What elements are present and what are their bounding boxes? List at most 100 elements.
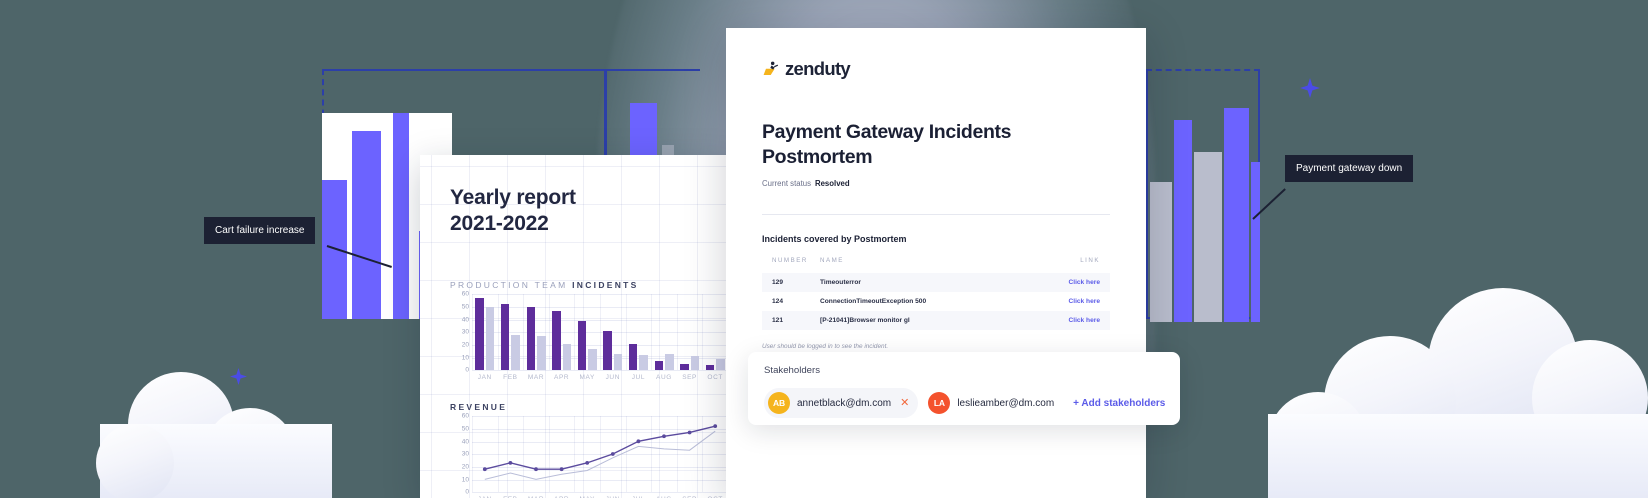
- zenduty-logo[interactable]: zenduty: [762, 58, 1110, 80]
- incidents-section-title: Incidents covered by Postmortem: [762, 233, 907, 244]
- incidents-table: NUMBER NAME LINK 129 Timeouterror Click …: [762, 257, 1110, 330]
- bar: [500, 304, 510, 371]
- stakeholder-email: leslieamber@dm.com: [957, 397, 1055, 409]
- bar: [537, 336, 546, 371]
- bar: [665, 353, 674, 371]
- x-tick-label: JUL: [631, 374, 646, 382]
- gridline-vertical: [523, 416, 525, 493]
- gridline-vertical: [548, 294, 550, 371]
- gridline-vertical: [472, 416, 473, 493]
- gridline: [472, 294, 728, 296]
- x-tick-label: OCT: [707, 496, 723, 498]
- column-header-number: NUMBER: [772, 256, 808, 264]
- gridline-vertical: [574, 416, 576, 493]
- incident-link[interactable]: Click here: [1068, 316, 1100, 324]
- stakeholder-email: annetblack@dm.com: [797, 397, 892, 409]
- bar: [680, 363, 689, 371]
- payment-gateway-tooltip: Payment gateway down: [1285, 155, 1414, 182]
- y-tick-label: 20: [461, 341, 469, 349]
- cloud-right: [1268, 288, 1648, 498]
- x-tick-label: JAN: [478, 496, 492, 498]
- x-tick-label: APR: [554, 496, 569, 498]
- incidents-bar-chart: 0 10 20 30 40 50 60 JAN FEB MAR APR MAY JUN JUL AUG SE…: [462, 291, 728, 381]
- gridline: [472, 466, 728, 468]
- gridline-vertical: [625, 294, 627, 371]
- bar: [705, 365, 715, 371]
- column-header-name: NAME: [820, 256, 844, 264]
- gridline-vertical: [497, 294, 499, 371]
- close-icon[interactable]: ✕: [900, 396, 910, 409]
- incident-name: ConnectionTimeoutException 500: [820, 297, 927, 305]
- gridline: [472, 370, 728, 372]
- bar: [562, 343, 572, 371]
- x-tick-label: JUN: [605, 374, 621, 382]
- gridline: [472, 454, 728, 456]
- incidents-label-prefix: PRODUCTION TEAM: [450, 280, 573, 291]
- incident-link[interactable]: Click here: [1068, 278, 1100, 286]
- line-chart-y-axis: 0 10 20 30 40 50 60: [451, 412, 469, 496]
- incidents-label-strong: INCIDENTS: [572, 280, 639, 291]
- revenue-line-chart: 0 10 20 30 40 50 60 JAN FEB MAR APR MAY JUN JUL AUG SE…: [462, 413, 728, 498]
- gridline: [472, 441, 728, 443]
- column-header-link: LINK: [1080, 256, 1100, 264]
- incident-link-cell[interactable]: Click here: [1028, 311, 1110, 330]
- bar: [485, 306, 495, 371]
- incident-name: Timeouterror: [820, 278, 861, 286]
- yearly-report-card: Yearly report 2021-2022 PRODUCTION TEAM …: [420, 155, 738, 498]
- y-tick-label: 20: [461, 463, 469, 471]
- incident-link-cell[interactable]: Click here: [1028, 273, 1110, 292]
- gridline-vertical: [600, 294, 601, 371]
- x-tick-label: JUL: [632, 496, 645, 498]
- incident-number: 129: [772, 278, 784, 286]
- x-tick-label: AUG: [656, 496, 672, 498]
- cloud-left: [96, 372, 332, 498]
- gridline-vertical: [702, 294, 704, 371]
- bar: [475, 298, 484, 371]
- y-tick-label: 30: [461, 328, 469, 336]
- gridline: [472, 492, 728, 494]
- incident-link[interactable]: Click here: [1068, 297, 1100, 305]
- x-tick-label: FEB: [503, 496, 517, 498]
- table-row[interactable]: 124 ConnectionTimeoutException 500 Click…: [762, 292, 1110, 311]
- decorative-bars-right: [1146, 108, 1260, 322]
- postmortem-status: Current status Resolved: [762, 179, 1110, 188]
- bar-chart-y-axis: 0 10 20 30 40 50 60: [451, 290, 469, 374]
- status-label: Current status: [762, 178, 811, 188]
- stakeholders-panel: Stakeholders AB annetblack@dm.com ✕ LA l…: [748, 352, 1180, 425]
- gridline-vertical: [600, 416, 601, 493]
- stakeholders-list: AB annetblack@dm.com ✕ LA leslieamber@dm…: [764, 388, 1166, 418]
- gridline-vertical: [676, 294, 678, 371]
- divider: [762, 213, 1110, 215]
- table-row[interactable]: 129 Timeouterror Click here: [762, 272, 1110, 292]
- incidents-chart-label: PRODUCTION TEAM INCIDENTS: [450, 280, 738, 290]
- gridline-vertical: [651, 294, 653, 371]
- x-tick-label: MAY: [579, 374, 595, 382]
- bar: [577, 320, 587, 371]
- table-header-row: NUMBER NAME LINK: [762, 257, 1110, 273]
- yearly-report-title-line1: Yearly report: [450, 186, 576, 209]
- table-row[interactable]: 121 [P-21041]Browser monitor gl Click he…: [762, 310, 1110, 330]
- y-tick-label: 10: [461, 476, 469, 484]
- incident-link-cell[interactable]: Click here: [1028, 292, 1110, 311]
- bar: [603, 330, 612, 371]
- sparkle-icon-1: [1300, 78, 1320, 98]
- revenue-label: REVENUE: [450, 402, 508, 413]
- login-note: User should be logged in to see the inci…: [762, 342, 889, 350]
- incident-name: [P-21041]Browser monitor gl: [820, 316, 910, 324]
- gridline-vertical: [497, 416, 499, 493]
- y-tick-label: 10: [461, 354, 469, 362]
- y-tick-label: 60: [461, 412, 469, 420]
- stakeholder-chip[interactable]: LA leslieamber@dm.com: [928, 388, 1063, 418]
- gridline-vertical: [702, 416, 704, 493]
- x-tick-label: OCT: [707, 374, 723, 382]
- bar: [511, 334, 520, 371]
- postmortem-title: Payment Gateway Incidents Postmortem: [762, 121, 1012, 168]
- avatar: AB: [768, 392, 790, 414]
- x-tick-label: JUN: [606, 496, 620, 498]
- y-tick-label: 60: [461, 290, 469, 298]
- stakeholder-chip[interactable]: AB annetblack@dm.com ✕: [764, 388, 919, 418]
- add-stakeholders-button[interactable]: + Add stakeholders: [1073, 397, 1166, 409]
- bar: [552, 310, 561, 371]
- gridline: [472, 319, 728, 321]
- postmortem-card: zenduty Payment Gateway Incidents Postmo…: [726, 28, 1146, 498]
